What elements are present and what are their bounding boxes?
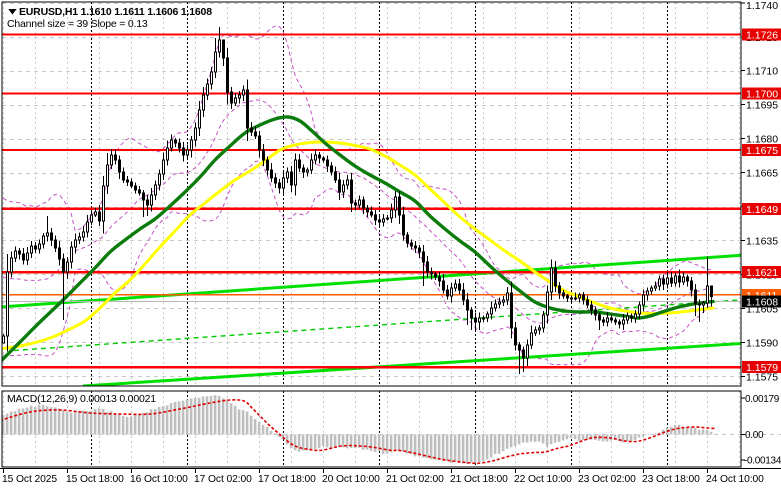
svg-text:1.1710: 1.1710: [746, 66, 778, 78]
svg-text:1.1700: 1.1700: [746, 88, 778, 100]
svg-text:24 Oct 10:00: 24 Oct 10:00: [706, 474, 764, 485]
svg-text:15 Oct 2025: 15 Oct 2025: [2, 474, 57, 485]
svg-text:23 Oct 02:00: 23 Oct 02:00: [578, 474, 636, 485]
svg-text:1.1649: 1.1649: [746, 204, 778, 216]
svg-text:1.1590: 1.1590: [746, 337, 778, 349]
svg-text:16 Oct 10:00: 16 Oct 10:00: [130, 474, 188, 485]
svg-text:MACD(12,26,9) 0.00013 0.00021: MACD(12,26,9) 0.00013 0.00021: [7, 393, 156, 405]
svg-text:1.1635: 1.1635: [746, 236, 778, 248]
svg-text:20 Oct 10:00: 20 Oct 10:00: [322, 474, 380, 485]
svg-text:15 Oct 18:00: 15 Oct 18:00: [66, 474, 124, 485]
svg-text:21 Oct 18:00: 21 Oct 18:00: [450, 474, 508, 485]
svg-text:1.1665: 1.1665: [746, 168, 778, 180]
svg-text:-0.00134: -0.00134: [744, 456, 781, 467]
svg-text:0.00179: 0.00179: [745, 394, 780, 405]
svg-text:1.1621: 1.1621: [746, 267, 778, 279]
svg-text:1.1726: 1.1726: [746, 30, 778, 42]
svg-text:1.1695: 1.1695: [746, 100, 778, 112]
svg-text:21 Oct 02:00: 21 Oct 02:00: [386, 474, 444, 485]
svg-text:1.1579: 1.1579: [746, 362, 778, 374]
svg-text:23 Oct 18:00: 23 Oct 18:00: [642, 474, 700, 485]
svg-text:0.00: 0.00: [745, 430, 764, 441]
svg-text:Channel size = 39 Slope = 0.13: Channel size = 39 Slope = 0.13: [7, 18, 148, 30]
svg-text:17 Oct 18:00: 17 Oct 18:00: [258, 474, 316, 485]
svg-text:1.1608: 1.1608: [746, 297, 778, 309]
svg-text:22 Oct 10:00: 22 Oct 10:00: [514, 474, 572, 485]
svg-text:1.1675: 1.1675: [746, 145, 778, 157]
svg-text:1.1680: 1.1680: [746, 134, 778, 146]
svg-text:1.1740: 1.1740: [746, 0, 778, 12]
svg-text:1.1575: 1.1575: [746, 371, 778, 383]
svg-text:17 Oct 02:00: 17 Oct 02:00: [194, 474, 252, 485]
svg-text:EURUSD,H1 1.1610 1.1611 1.160: EURUSD,H1 1.1610 1.1611 1.1606 1.1608: [19, 6, 212, 18]
